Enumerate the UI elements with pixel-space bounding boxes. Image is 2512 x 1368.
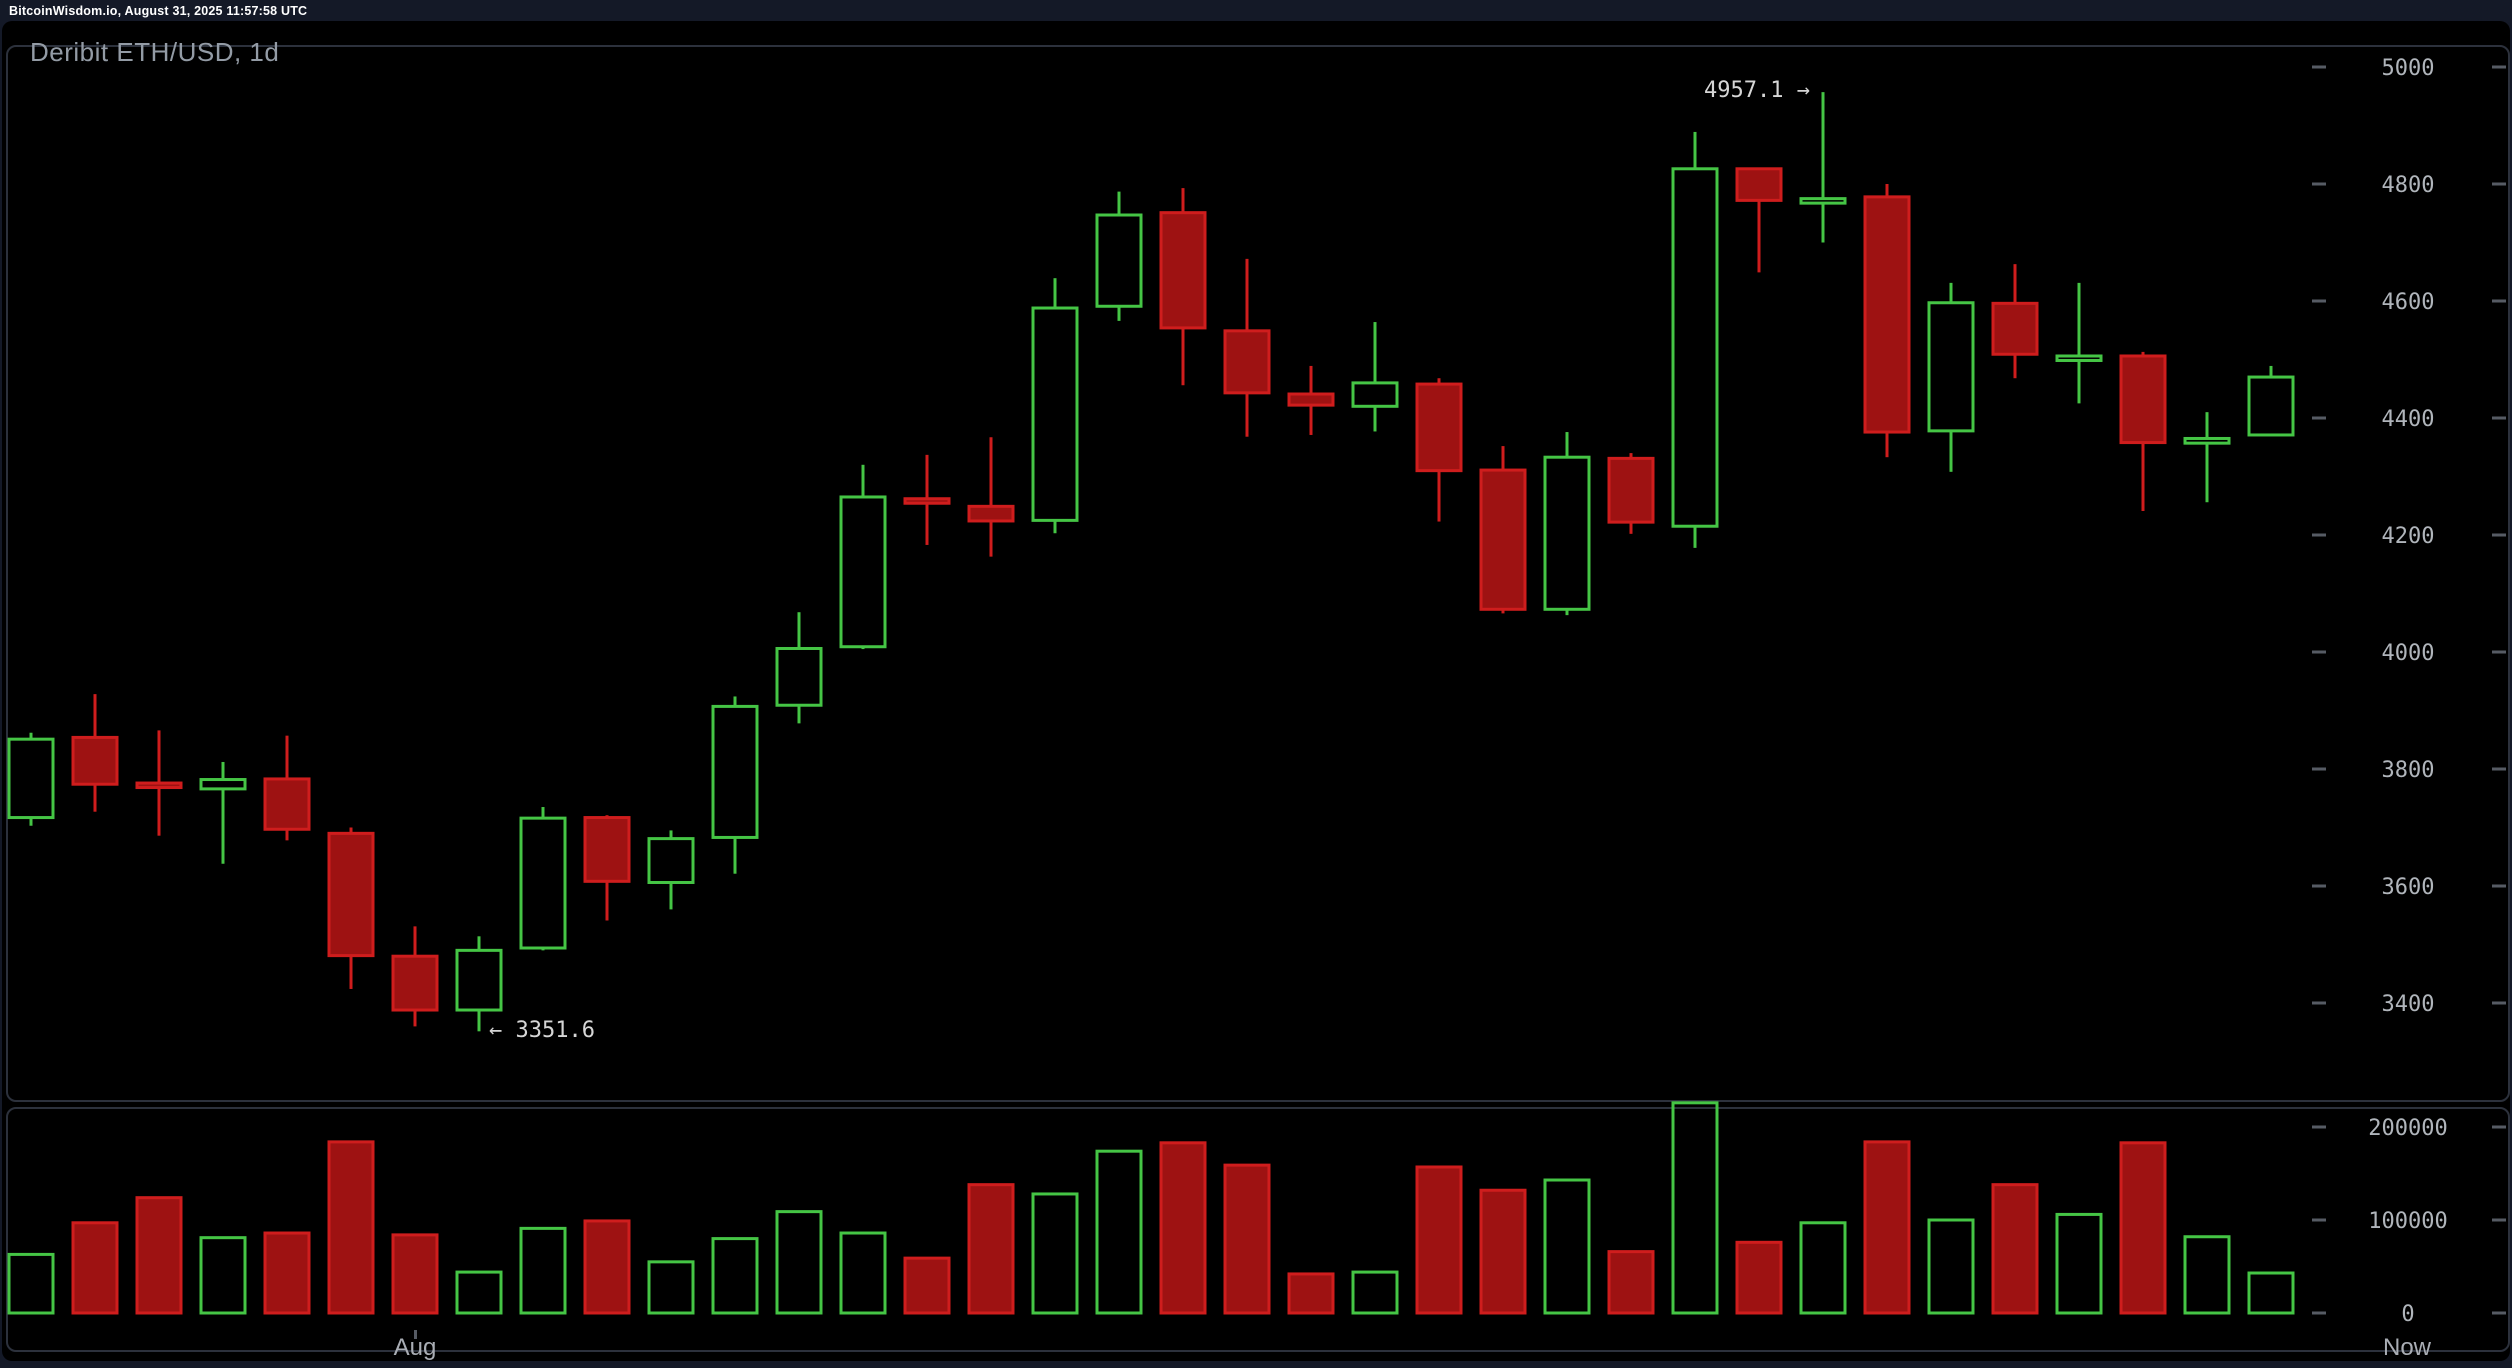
x-axis-label-now: Now <box>2382 1334 2432 1361</box>
volume-pane[interactable] <box>6 1107 2510 1352</box>
low-price-annotation: ← 3351.6 <box>489 1018 595 1044</box>
top-status-bar: BitcoinWisdom.io, August 31, 2025 11:57:… <box>0 0 2512 21</box>
chart-canvas <box>2 21 2510 1361</box>
price-pane[interactable] <box>6 45 2510 1102</box>
chart-title: Deribit ETH/USD, 1d <box>30 37 280 67</box>
x-axis-label-aug: Aug <box>393 1334 437 1361</box>
high-price-annotation: 4957.1 → <box>1704 78 1810 104</box>
